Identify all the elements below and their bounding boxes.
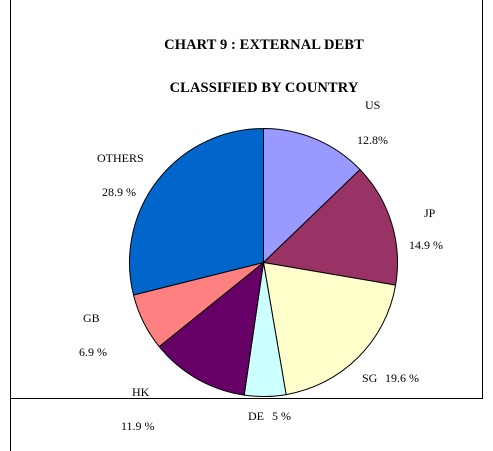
pie-slice-others [129, 127, 264, 296]
label-hk-name: HK [132, 385, 150, 399]
label-others-value: 28.9 % [102, 185, 136, 199]
label-de-value: 5 % [272, 409, 291, 423]
label-sg-value: 19.6 % [385, 371, 419, 385]
label-us-value: 12.8% [357, 133, 388, 147]
label-us-name: US [365, 98, 381, 112]
label-de-name: DE [248, 409, 264, 423]
pie-slice-hk [158, 261, 265, 396]
label-gb-name: GB [83, 311, 100, 325]
label-jp-value: 14.9 % [409, 238, 443, 252]
label-others-name: OTHERS [97, 151, 144, 165]
label-gb-value: 6.9 % [79, 345, 107, 359]
label-hk-value: 11.9 % [121, 419, 155, 433]
pie-slice-us [263, 127, 361, 264]
pie-slice-sg [262, 261, 397, 396]
pie-chart [129, 127, 398, 397]
label-jp-name: JP [424, 206, 436, 220]
label-sg-name: SG [362, 371, 378, 385]
pie-slice-jp [262, 168, 398, 286]
chart-subtitle: CLASSIFIED BY COUNTRY [169, 80, 359, 96]
chart-title: CHART 9 : EXTERNAL DEBT [164, 37, 364, 53]
